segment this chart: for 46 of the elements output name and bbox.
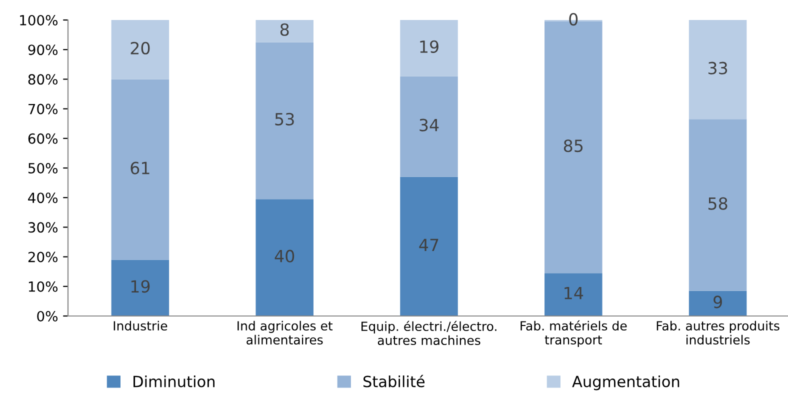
legend-label: Diminution: [134, 375, 214, 388]
bar: [688, 290, 747, 316]
bar: [400, 20, 458, 76]
x-tick-label: Equip. électri./électro. autres machines: [362, 320, 496, 346]
legend-label: Stabilité: [363, 374, 425, 388]
data-label: 9: [714, 296, 722, 308]
bar: [544, 273, 602, 316]
y-tick-label: 50%: [28, 162, 58, 174]
x-tick-label: Ind agricoles et alimentaires: [238, 320, 333, 345]
bar: [111, 79, 170, 260]
y-tick-label: 30%: [28, 222, 58, 233]
x-tick-label: Fab. matériels de transport: [520, 320, 627, 347]
y-tick-label: 80%: [28, 74, 58, 85]
bar: [256, 20, 314, 42]
data-label: 19: [420, 40, 438, 53]
y-tick-label: 40%: [28, 192, 58, 204]
x-tick-label: Industrie: [114, 320, 168, 331]
bar: [111, 20, 170, 80]
bar: [688, 119, 747, 291]
data-label: 40: [274, 250, 294, 262]
data-label: 33: [708, 62, 728, 74]
data-label: 8: [280, 23, 289, 36]
data-label: 58: [708, 197, 728, 210]
data-label: 47: [419, 238, 438, 252]
y-tick-label: 60%: [28, 133, 58, 144]
y-tick-label: 70%: [28, 104, 58, 114]
bar: [400, 76, 458, 177]
bar: [256, 199, 314, 316]
y-tick-label: 20%: [28, 252, 58, 262]
bar: [111, 260, 170, 316]
data-label: 53: [275, 112, 294, 126]
data-label: 14: [564, 286, 584, 300]
data-label: 85: [564, 140, 583, 152]
y-tick-label: 0%: [37, 310, 58, 322]
y-tick-label: 10%: [28, 281, 58, 292]
data-label: 20: [130, 42, 150, 54]
x-tick-label: Fab. autres produits industriels: [656, 320, 780, 345]
data-label: 19: [131, 280, 150, 293]
legend-label: Augmentation: [572, 375, 680, 390]
y-tick-label: 100%: [20, 14, 58, 26]
bar: [256, 42, 314, 200]
bar: [688, 20, 747, 120]
data-label: 34: [420, 118, 439, 132]
y-tick-label: 90%: [28, 44, 58, 56]
bar: [400, 176, 458, 316]
data-label: 61: [130, 162, 150, 174]
